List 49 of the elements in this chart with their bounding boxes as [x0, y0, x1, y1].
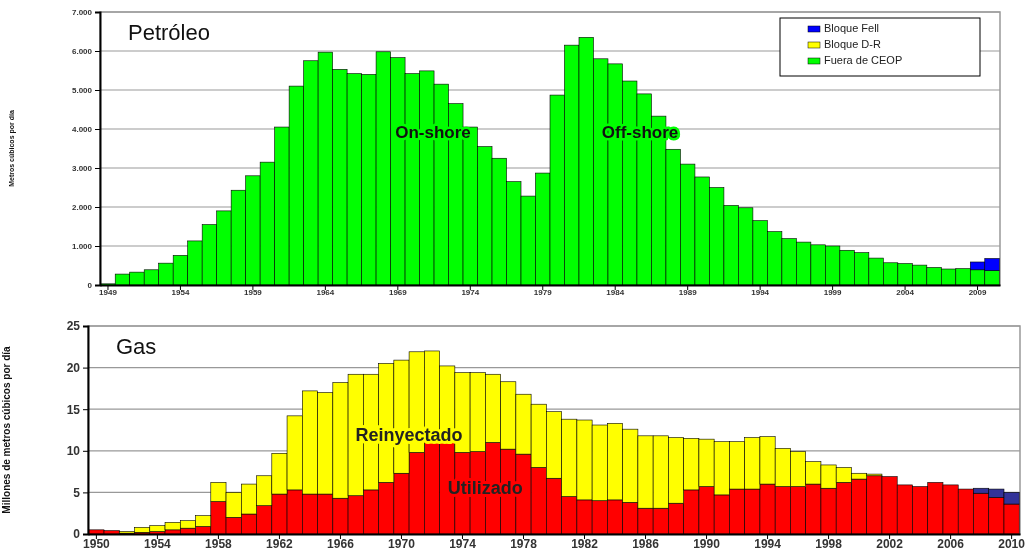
- x-tick-label: 1962: [266, 536, 294, 551]
- x-tick-label: 1970: [388, 536, 416, 551]
- y-tick-label: 2.000: [71, 203, 93, 213]
- y-tick-label: 5.000: [71, 86, 93, 96]
- x-tick-label: 1982: [571, 536, 599, 551]
- x-tick-label: 1994: [754, 536, 782, 551]
- x-tick-label: 1958: [205, 536, 233, 551]
- y-tick-label: 20: [66, 360, 81, 375]
- x-tick-label: 1954: [144, 536, 172, 551]
- x-tick-label: 1964: [316, 288, 335, 298]
- y-tick-label: 7.000: [71, 8, 93, 18]
- y-tick-label: 10: [66, 444, 81, 459]
- x-tick-label: 1978: [510, 536, 538, 551]
- y-tick-label: 3.000: [71, 164, 93, 174]
- x-tick-label: 1989: [678, 288, 698, 298]
- x-tick-label: 2006: [937, 536, 965, 551]
- x-tick-label: 1954: [171, 288, 190, 298]
- y-axis-title: Millones de metros cúbicos por día: [1, 345, 12, 514]
- x-tick-label: 2009: [968, 288, 987, 298]
- y-tick-label: 25: [66, 319, 81, 334]
- x-tick-label: 1949: [99, 288, 118, 298]
- legend-label: Bloque D-R: [824, 38, 881, 50]
- x-tick-label: 1979: [533, 288, 553, 298]
- x-tick-label: 1986: [632, 536, 660, 551]
- x-tick-label: 1959: [244, 288, 263, 298]
- legend-label: Fuera de CEOP: [824, 54, 903, 66]
- chart-title: Gas: [116, 334, 157, 359]
- x-tick-label: 1966: [327, 536, 355, 551]
- y-tick-label: 4.000: [71, 125, 93, 135]
- x-tick-label: 1999: [823, 288, 843, 298]
- legend-label: Bloque Fell: [824, 22, 880, 34]
- x-tick-label: 1950: [83, 536, 111, 551]
- y-tick-label: 5: [73, 485, 81, 500]
- x-tick-label: 1969: [388, 288, 408, 298]
- x-tick-label: 1994: [751, 288, 770, 298]
- chart-title: Petróleo: [128, 20, 210, 45]
- x-tick-label: 2002: [876, 536, 904, 551]
- x-tick-label: 2004: [896, 288, 915, 298]
- x-tick-label: 1974: [449, 536, 477, 551]
- y-tick-label: 0: [73, 527, 81, 542]
- y-tick-label: 6.000: [71, 47, 93, 57]
- y-tick-label: 0: [87, 281, 93, 291]
- x-tick-label: 1984: [606, 288, 625, 298]
- y-tick-label: 1.000: [71, 242, 93, 252]
- x-tick-label: 2010: [998, 536, 1026, 551]
- y-tick-label: 15: [66, 402, 81, 417]
- x-tick-label: 1990: [693, 536, 721, 551]
- x-tick-label: 1998: [815, 536, 843, 551]
- x-tick-label: 1974: [461, 288, 480, 298]
